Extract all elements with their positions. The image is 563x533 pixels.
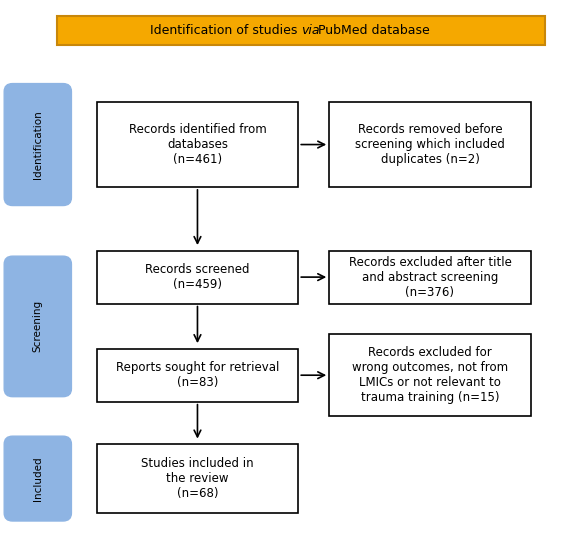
Text: Records removed before
screening which included
duplicates (n=2): Records removed before screening which i… [355, 123, 505, 166]
FancyBboxPatch shape [4, 436, 72, 521]
FancyBboxPatch shape [4, 256, 72, 397]
FancyBboxPatch shape [4, 84, 72, 206]
FancyBboxPatch shape [329, 334, 531, 416]
Text: Records excluded after title
and abstract screening
(n=376): Records excluded after title and abstrac… [348, 256, 511, 298]
Text: PubMed database: PubMed database [314, 24, 430, 37]
Text: Included: Included [33, 456, 43, 501]
Text: via: via [301, 24, 320, 37]
Text: Records excluded for
wrong outcomes, not from
LMICs or not relevant to
trauma tr: Records excluded for wrong outcomes, not… [352, 346, 508, 404]
FancyBboxPatch shape [329, 102, 531, 187]
FancyBboxPatch shape [97, 251, 298, 304]
Text: Records identified from
databases
(n=461): Records identified from databases (n=461… [128, 123, 266, 166]
Text: Records screened
(n=459): Records screened (n=459) [145, 263, 250, 291]
Text: Identification of studies: Identification of studies [150, 24, 301, 37]
Text: Studies included in
the review
(n=68): Studies included in the review (n=68) [141, 457, 254, 500]
Text: Reports sought for retrieval
(n=83): Reports sought for retrieval (n=83) [116, 361, 279, 389]
Text: Identification: Identification [33, 110, 43, 179]
FancyBboxPatch shape [97, 102, 298, 187]
FancyBboxPatch shape [97, 349, 298, 402]
Text: Screening: Screening [33, 301, 43, 352]
FancyBboxPatch shape [329, 251, 531, 304]
FancyBboxPatch shape [57, 16, 545, 45]
FancyBboxPatch shape [97, 444, 298, 513]
